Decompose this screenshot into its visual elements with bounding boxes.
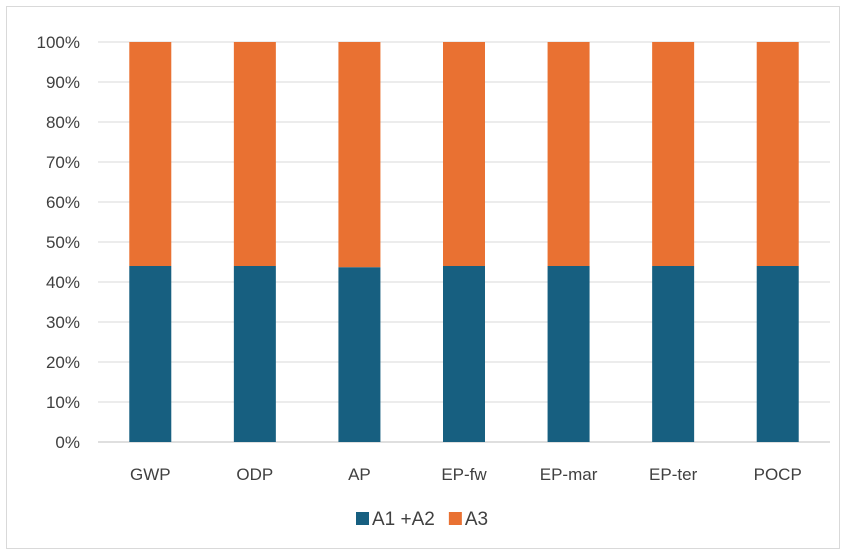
- legend-label: A3: [465, 509, 488, 530]
- bar-a3: [443, 42, 485, 266]
- y-tick-label: 70%: [46, 153, 80, 172]
- y-tick-label: 60%: [46, 193, 80, 212]
- bar-a1-a2: [547, 266, 590, 442]
- bar-a1-a2: [756, 266, 799, 442]
- legend: A1 +A2 A3: [356, 509, 488, 530]
- y-tick-label: 40%: [46, 273, 80, 292]
- y-tick-label: 90%: [46, 73, 80, 92]
- y-axis: 0% 10% 20% 30% 40% 50% 60% 70% 80% 90% 100%: [37, 33, 80, 452]
- bar-a1-a2: [233, 266, 276, 442]
- x-tick-label: AP: [348, 465, 371, 484]
- bar-a1-a2: [443, 266, 485, 442]
- x-tick-label: ODP: [236, 465, 273, 484]
- y-tick-label: 80%: [46, 113, 80, 132]
- x-tick-label: POCP: [754, 465, 802, 484]
- bar-a3: [756, 42, 799, 266]
- bar-a1-a2: [129, 266, 172, 442]
- bar-a3: [129, 42, 172, 266]
- y-tick-label: 50%: [46, 233, 80, 252]
- y-tick-label: 30%: [46, 313, 80, 332]
- bar-a3: [233, 42, 276, 266]
- legend-label: A1 +A2: [372, 509, 435, 530]
- legend-swatch: [356, 512, 369, 525]
- x-tick-label: EP-mar: [540, 465, 598, 484]
- x-tick-label: EP-ter: [649, 465, 698, 484]
- legend-swatch: [448, 512, 462, 525]
- bar-a3: [547, 42, 590, 266]
- x-tick-label: GWP: [130, 465, 171, 484]
- y-tick-label: 10%: [46, 393, 80, 412]
- bars: [129, 42, 799, 442]
- bar-a3: [652, 42, 695, 266]
- bar-a1-a2: [338, 267, 381, 442]
- y-tick-label: 20%: [46, 353, 80, 372]
- bar-a1-a2: [652, 266, 695, 442]
- x-tick-label: EP-fw: [441, 465, 487, 484]
- y-tick-label: 100%: [37, 33, 80, 52]
- x-axis: GWP ODP AP EP-fw EP-mar EP-ter POCP: [130, 465, 802, 484]
- bar-a3: [338, 42, 381, 268]
- y-tick-label: 0%: [55, 433, 80, 452]
